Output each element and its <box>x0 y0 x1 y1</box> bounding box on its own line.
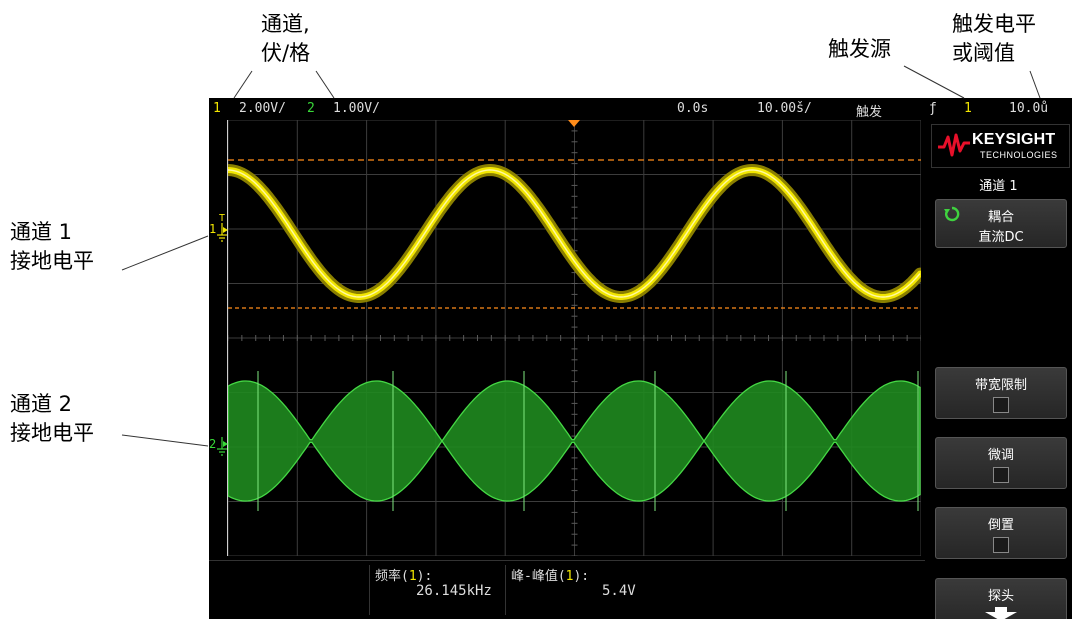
trigger-level[interactable]: 10.0ů <box>1009 101 1049 116</box>
ch1-waveform-core <box>228 169 921 298</box>
probe-label: 探头 <box>987 589 1014 604</box>
probe-softkey[interactable]: 探头 <box>935 578 1067 619</box>
peak-peak-close: ): <box>573 569 590 584</box>
fine-label: 微调 <box>987 448 1014 463</box>
ground-icon <box>217 223 228 242</box>
callout-line-2: 或阈值 <box>952 41 1015 65</box>
ch1-scale[interactable]: 2.00V/ <box>239 101 286 116</box>
invert-label: 倒置 <box>987 518 1014 533</box>
frequency-value: 26.145kHz <box>416 583 492 599</box>
frequency-measurement[interactable]: 频率(1): 26.145kHz <box>369 565 510 615</box>
down-arrow-icon <box>985 607 1017 619</box>
bw-limit-softkey[interactable]: 带宽限制 <box>935 367 1067 419</box>
leader-trigger-source <box>903 65 965 99</box>
frequency-label: 频率( <box>375 569 409 584</box>
cycle-arrow-icon <box>944 206 960 222</box>
bw-limit-checkbox[interactable] <box>993 397 1009 413</box>
ch1-number[interactable]: 1 <box>213 101 221 116</box>
ch2-scale[interactable]: 1.00V/ <box>333 101 380 116</box>
measurement-bar: 频率(1): 26.145kHz 峰-峰值(1): 5.4V <box>209 560 925 619</box>
ch2-waveform-edge <box>228 380 921 502</box>
channel-scale-callout: 通道, 伏/格 <box>261 10 310 68</box>
invert-softkey[interactable]: 倒置 <box>935 507 1067 559</box>
ground-icon <box>217 437 228 456</box>
callout-line-2: 伏/格 <box>261 41 311 65</box>
callout-line: 触发源 <box>828 37 891 61</box>
fine-checkbox[interactable] <box>993 467 1009 483</box>
trigger-label: 触发 <box>856 105 883 120</box>
leader-trigger-level <box>1029 70 1041 99</box>
callout-line-1: 通道, <box>261 12 310 36</box>
keysight-wave-icon <box>938 133 970 157</box>
frequency-source: 1 <box>408 569 417 584</box>
ch1-ground-marker[interactable]: T 1 <box>209 213 229 253</box>
brand-name: KEYSIGHT <box>972 131 1056 148</box>
trigger-position-marker[interactable] <box>568 120 580 128</box>
coupling-softkey[interactable]: 耦合 直流DC <box>935 199 1067 248</box>
ch2-number[interactable]: 2 <box>307 101 315 116</box>
keysight-logo: KEYSIGHT TECHNOLOGIES <box>931 124 1070 168</box>
trigger-source[interactable]: 1 <box>964 101 972 116</box>
callout-line-1: 通道 1 <box>10 220 73 244</box>
ch1-ground-callout: 通道 1 接地电平 <box>10 218 94 276</box>
callout-line-2: 接地电平 <box>10 421 94 445</box>
ch2-spikes <box>257 371 919 511</box>
softkey-panel: KEYSIGHT TECHNOLOGIES 通道 1 耦合 直流DC 带宽限制 … <box>925 120 1072 619</box>
frequency-close: ): <box>416 569 433 584</box>
brand-subtitle: TECHNOLOGIES <box>980 150 1058 160</box>
ch2-ground-callout: 通道 2 接地电平 <box>10 390 94 448</box>
peak-peak-label: 峰-峰值( <box>511 569 566 584</box>
display-left-border <box>227 120 228 556</box>
trigger-edge-icon: ƒ <box>929 101 937 116</box>
ch2-ground-marker[interactable]: 2 <box>209 433 229 463</box>
time-delay[interactable]: 0.0s <box>677 101 709 116</box>
peak-peak-source: 1 <box>565 569 574 584</box>
ch1-trigger-mark: T <box>219 213 226 224</box>
trigger-source-callout: 触发源 <box>828 35 891 64</box>
coupling-value: 直流DC <box>978 230 1024 245</box>
ch1-marker-label: 1 <box>209 222 217 236</box>
time-scale[interactable]: 10.00š/ <box>757 101 812 116</box>
graticule-center-ticks <box>228 120 921 556</box>
bw-limit-label: 带宽限制 <box>974 378 1027 393</box>
status-bar: 1 2.00V/ 2 1.00V/ 0.0s 10.00š/ 触发 ƒ 1 10… <box>209 98 1072 120</box>
leader-ch2-scale <box>315 70 335 99</box>
peak-peak-value: 5.4V <box>602 583 636 599</box>
menu-title: 通道 1 <box>979 179 1018 194</box>
callout-line-1: 通道 2 <box>10 392 73 416</box>
callout-line-2: 接地电平 <box>10 249 94 273</box>
waveform-display[interactable] <box>228 120 921 556</box>
peak-peak-measurement[interactable]: 峰-峰值(1): 5.4V <box>505 565 646 615</box>
leader-ch2-ground <box>121 434 209 447</box>
fine-softkey[interactable]: 微调 <box>935 437 1067 489</box>
leader-ch1-scale <box>233 70 253 99</box>
ch2-marker-label: 2 <box>209 437 217 451</box>
invert-checkbox[interactable] <box>993 537 1009 553</box>
leader-ch1-ground <box>121 235 209 271</box>
scope-screen: 1 2.00V/ 2 1.00V/ 0.0s 10.00š/ 触发 ƒ 1 10… <box>209 98 1072 619</box>
ch2-waveform <box>228 381 920 501</box>
coupling-label: 耦合 <box>987 210 1014 225</box>
trigger-level-callout: 触发电平 或阈值 <box>952 10 1036 68</box>
callout-line-1: 触发电平 <box>952 12 1036 36</box>
